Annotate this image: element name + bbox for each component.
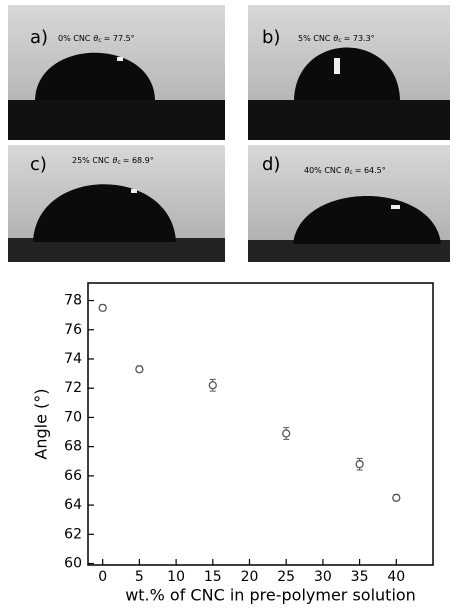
point <box>282 429 291 438</box>
caption-symbol: θ <box>112 156 117 165</box>
caption-symbol: θ <box>333 34 338 43</box>
point <box>135 365 144 374</box>
x-tick-label: 10 <box>167 569 185 585</box>
x-tick-label: 20 <box>241 569 259 585</box>
x-axis-label: wt.% of CNC in pre-polymer solution <box>125 586 416 605</box>
y-tick-label: 74 <box>64 351 82 367</box>
panel-label: a) <box>30 27 48 48</box>
y-tick-label: 64 <box>64 497 82 513</box>
y-tick-label: 62 <box>64 526 82 542</box>
caption-text: 0% CNC <box>58 34 91 43</box>
panel-label: b) <box>262 27 280 48</box>
caption-text: 25% CNC <box>72 156 110 165</box>
caption-sub: c <box>98 37 101 44</box>
y-tick-label: 60 <box>64 556 82 572</box>
panel-caption: 25% CNC θc = 68.9° <box>72 156 154 166</box>
caption-symbol: θ <box>344 166 349 175</box>
caption-value: = 77.5° <box>104 34 135 43</box>
photo-a <box>8 5 225 140</box>
caption-value: = 64.5° <box>355 166 386 175</box>
point <box>208 381 217 390</box>
x-tick-label: 40 <box>387 569 405 585</box>
y-axis-label: Angle (°) <box>32 388 51 459</box>
caption-value: = 68.9° <box>123 156 154 165</box>
photo-d <box>248 145 450 262</box>
y-tick-label: 72 <box>64 380 82 396</box>
panel-caption: 40% CNC θc = 64.5° <box>304 166 386 176</box>
x-tick-label: 35 <box>351 569 369 585</box>
y-tick-label: 70 <box>64 409 82 425</box>
caption-sub: c <box>338 37 341 44</box>
point <box>355 460 364 469</box>
caption-sub: c <box>349 169 352 176</box>
photo-c <box>8 145 225 262</box>
caption-symbol: θ <box>93 34 98 43</box>
y-tick-label: 66 <box>64 468 82 484</box>
panel-label: d) <box>262 154 280 175</box>
panel-label: c) <box>30 154 47 175</box>
panel-caption: 5% CNC θc = 73.3° <box>298 34 375 44</box>
panel-caption: 0% CNC θc = 77.5° <box>58 34 135 44</box>
point <box>98 303 107 312</box>
x-tick-label: 30 <box>314 569 332 585</box>
caption-value: = 73.3° <box>344 34 375 43</box>
caption-sub: c <box>117 159 120 166</box>
y-tick-label: 78 <box>64 293 82 309</box>
point <box>392 493 401 502</box>
caption-text: 5% CNC <box>298 34 331 43</box>
plot-frame <box>87 282 434 566</box>
caption-text: 40% CNC <box>304 166 342 175</box>
x-tick-label: 15 <box>204 569 222 585</box>
photo-b <box>248 5 450 140</box>
y-tick-label: 76 <box>64 322 82 338</box>
x-tick-label: 5 <box>135 569 144 585</box>
y-tick-label: 68 <box>64 439 82 455</box>
x-tick-label: 0 <box>98 569 107 585</box>
x-tick-label: 25 <box>277 569 295 585</box>
